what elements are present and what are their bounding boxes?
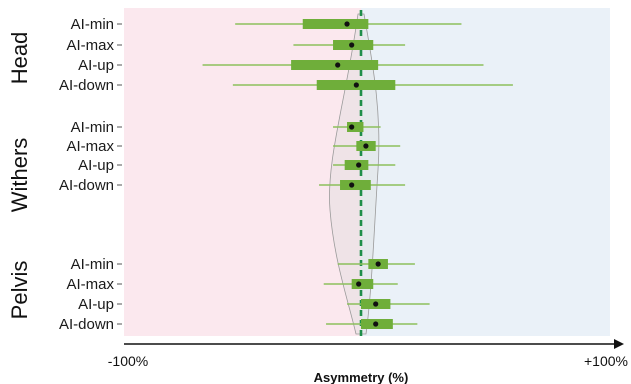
box-pelvis-ai-max [351,279,374,289]
median-pelvis-ai-down [373,321,379,327]
median-head-ai-up [335,62,341,68]
row-label-head-ai-down: AI-down [59,77,114,94]
row-label-withers-ai-down: AI-down [59,177,114,194]
group-label-withers: Withers [7,138,32,213]
distribution-outline [329,13,380,335]
median-head-ai-min [344,21,350,27]
median-pelvis-ai-max [356,281,362,287]
row-label-pelvis-ai-down: AI-down [59,316,114,333]
row-label-head-ai-up: AI-up [78,57,114,74]
box-withers-ai-min [347,122,364,132]
row-label-withers-ai-min: AI-min [71,119,114,136]
x-tick-label-max: +100% [584,353,628,369]
negative-asymmetry-region [124,8,361,336]
row-label-head-ai-min: AI-min [71,16,114,33]
box-head-ai-min [302,19,369,29]
median-pelvis-ai-up [373,301,379,307]
median-withers-ai-up [356,162,362,168]
median-head-ai-max [349,42,355,48]
median-head-ai-down [353,82,359,88]
x-axis-arrowhead [614,339,624,349]
row-label-pelvis-ai-max: AI-max [66,276,114,293]
box-withers-ai-down [340,180,371,190]
median-withers-ai-min [349,124,355,130]
distribution-violin [329,13,380,335]
row-label-pelvis-ai-min: AI-min [71,256,114,273]
row-label-withers-ai-max: AI-max [66,138,114,155]
median-pelvis-ai-min [375,261,381,267]
median-withers-ai-max [363,143,369,149]
row-label-head-ai-max: AI-max [66,37,114,54]
x-axis: -100% +100% Asymmetry (%) [108,339,628,384]
row-label-withers-ai-up: AI-up [78,157,114,174]
group-label-pelvis: Pelvis [7,261,32,320]
x-axis-title: Asymmetry (%) [314,370,409,384]
row-label-pelvis-ai-up: AI-up [78,296,114,313]
group-label-head: Head [7,32,32,85]
x-tick-label-min: -100% [108,353,148,369]
box-head-ai-up [291,60,379,70]
group-labels: Head Withers Pelvis [7,32,32,320]
median-withers-ai-down [349,182,355,188]
row-labels: AI-min AI-max AI-up AI-down AI-min AI-max AI-u… [59,16,122,333]
positive-asymmetry-region [361,8,610,336]
box-marks [202,19,513,329]
